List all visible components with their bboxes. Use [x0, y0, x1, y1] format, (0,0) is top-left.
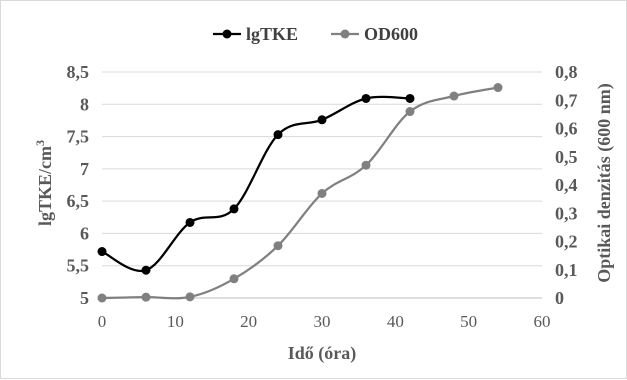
series-line-lgtke: [101, 95, 411, 273]
data-point-lgtke: [229, 204, 239, 214]
data-point-lgtke: [141, 265, 151, 275]
y-left-tick-label: 7,5: [67, 127, 90, 147]
y-left-axis-title-main: lgTKE/cm: [35, 146, 55, 226]
y-right-tick-label: 0,3: [555, 203, 578, 223]
y-left-tick-label: 6: [80, 223, 89, 243]
y-left-axis-title: lgTKE/cm3: [33, 140, 55, 226]
data-point-lgtke: [97, 247, 107, 257]
data-point-od600: [185, 292, 195, 302]
legend-label: OD600: [364, 24, 418, 44]
data-point-lgtke: [405, 93, 415, 103]
y-left-tick-label: 8: [80, 94, 89, 114]
data-point-od600: [405, 107, 415, 117]
y-right-tick-label: 0,7: [555, 90, 578, 110]
series-layer: [97, 83, 503, 303]
data-point-lgtke: [361, 93, 371, 103]
y-right-tick-label: 0,5: [555, 147, 578, 167]
gridlines: [102, 71, 542, 267]
y-right-tick-label: 0,4: [555, 175, 578, 195]
y-left-tick-label: 5: [80, 288, 89, 308]
data-point-od600: [229, 274, 239, 284]
data-point-od600: [273, 241, 283, 251]
y-left-tick-label: 8,5: [67, 62, 90, 82]
y-left-tick-label: 7: [80, 159, 89, 179]
y-left-tick-label: 6,5: [67, 191, 90, 211]
data-point-lgtke: [185, 217, 195, 227]
series-line-od600: [101, 86, 499, 300]
legend-marker-icon: [222, 29, 232, 39]
x-tick-label: 0: [98, 312, 107, 331]
y-left-tick-label: 5,5: [67, 256, 90, 276]
data-point-lgtke: [317, 115, 327, 125]
data-point-lgtke: [273, 130, 283, 140]
data-point-od600: [97, 293, 107, 303]
data-point-od600: [493, 83, 503, 93]
x-tick-label: 20: [240, 312, 257, 331]
x-tick-label: 40: [387, 312, 404, 331]
data-point-od600: [449, 91, 459, 101]
legend: lgTKE OD600: [213, 24, 418, 44]
x-tick-label: 50: [460, 312, 477, 331]
y-right-tick-label: 0,2: [555, 232, 578, 252]
y-right-tick-label: 0,6: [555, 119, 578, 139]
y-right-tick-label: 0: [555, 288, 564, 308]
x-tick-label: 60: [534, 312, 551, 331]
x-axis-title: Idő (óra): [288, 343, 357, 364]
x-tick-label: 10: [167, 312, 184, 331]
data-point-od600: [361, 160, 371, 170]
data-point-od600: [141, 292, 151, 302]
legend-marker-icon: [340, 29, 350, 39]
y-right-tick-label: 0,1: [555, 260, 578, 280]
y-right-tick-label: 0,8: [555, 62, 578, 82]
legend-item-lgtke: lgTKE: [213, 24, 298, 44]
legend-label: lgTKE: [246, 24, 298, 44]
y-right-axis-title: Optikai denzitás (600 nm): [594, 83, 615, 283]
y-left-axis-title-sup: 3: [33, 140, 47, 146]
tick-labels: 5 5,5 6 6,5 7 7,5 8 8,5 0 0,1 0,2 0,3 0,4 0,5 0,6 0,7 0,…: [67, 62, 578, 331]
x-tick-label: 30: [314, 312, 331, 331]
data-point-od600: [317, 188, 327, 198]
legend-item-od600: OD600: [331, 24, 418, 44]
